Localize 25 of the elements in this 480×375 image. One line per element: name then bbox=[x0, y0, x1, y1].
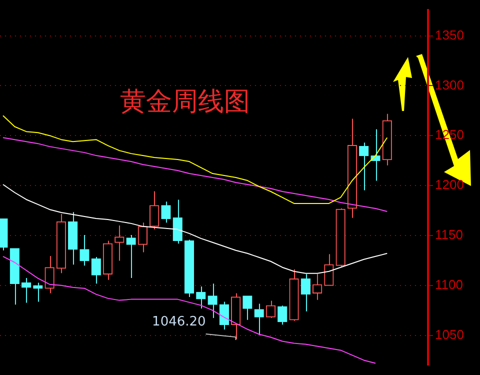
y-tick-label: 1150 bbox=[435, 226, 463, 242]
candlestick bbox=[172, 199, 182, 244]
candlestick bbox=[150, 190, 160, 230]
candlestick bbox=[102, 240, 113, 280]
candlestick bbox=[91, 256, 101, 284]
y-tick-label: 1100 bbox=[435, 276, 463, 292]
y-tick-label: 1050 bbox=[435, 326, 464, 342]
candlestick bbox=[347, 118, 358, 218]
candlestick bbox=[10, 248, 20, 306]
candlestick bbox=[56, 214, 66, 274]
candlestick bbox=[324, 254, 334, 286]
candlestick bbox=[68, 212, 78, 266]
candlestick bbox=[33, 282, 43, 302]
y-tick-label: 1200 bbox=[435, 177, 464, 192]
candlestick bbox=[230, 292, 241, 340]
candlestick bbox=[138, 222, 148, 253]
annotation: 1046.20 bbox=[152, 314, 206, 330]
candlestick bbox=[21, 277, 32, 304]
y-tick-label: 1300 bbox=[435, 77, 464, 92]
y-tick-label: 1350 bbox=[435, 27, 464, 42]
candlestick bbox=[219, 301, 230, 330]
candlestick bbox=[382, 113, 392, 166]
text: 黄金周线图 bbox=[120, 86, 250, 119]
candlestick bbox=[289, 268, 299, 322]
candlestick bbox=[44, 255, 54, 294]
